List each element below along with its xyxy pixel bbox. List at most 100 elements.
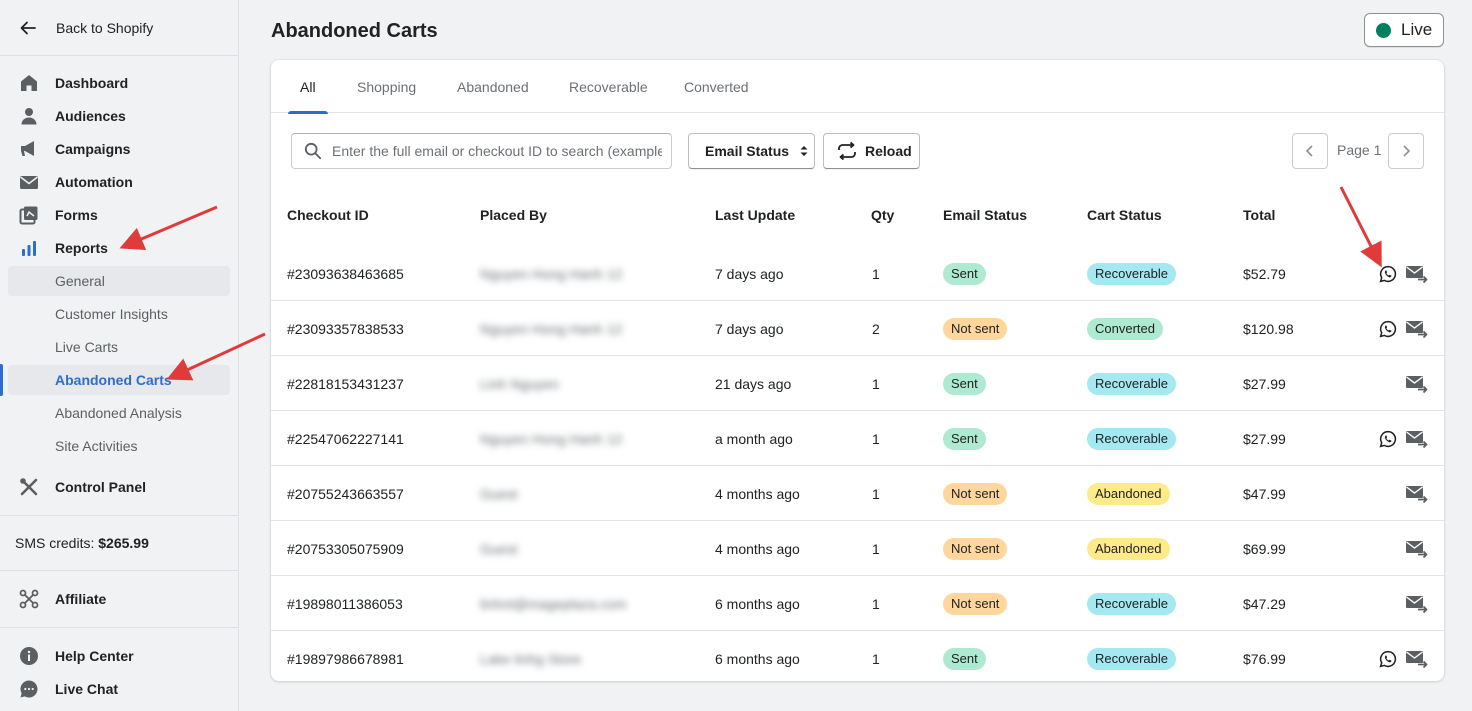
table-row[interactable]: #23093638463685 Nguyen Hong Hanh 12 7 days… xyxy=(271,246,1444,301)
send-email-icon[interactable] xyxy=(1404,411,1430,466)
send-email-icon[interactable] xyxy=(1404,521,1430,576)
sidebar-item-affiliate[interactable]: Affiliate xyxy=(0,584,238,614)
sidebar-item-label: Automation xyxy=(55,174,133,190)
sidebar-subitem-live-carts[interactable]: Live Carts xyxy=(55,339,119,355)
cart-status-badge: Recoverable xyxy=(1087,262,1176,285)
sidebar-subitem-abandoned-carts[interactable]: Abandoned Carts xyxy=(8,365,230,395)
sidebar-subitem-customer-insights[interactable]: Customer Insights xyxy=(55,306,168,322)
email-status-badge: Sent xyxy=(943,647,986,670)
sidebar-item-label: Live Chat xyxy=(55,681,119,697)
whatsapp-icon[interactable] xyxy=(1375,411,1401,466)
search-box xyxy=(291,133,672,169)
sidebar-item-dashboard[interactable]: Dashboard xyxy=(0,68,238,98)
placed-by: Lake linhg Store xyxy=(480,631,581,681)
cart-status-badge: Recoverable xyxy=(1087,427,1176,450)
cart-status-cell: Recoverable xyxy=(1087,411,1176,466)
quantity: 1 xyxy=(872,265,880,282)
previous-page-button[interactable] xyxy=(1292,133,1328,169)
send-email-icon[interactable] xyxy=(1404,356,1430,411)
tab-shopping[interactable]: Shopping xyxy=(357,78,417,95)
quantity: 1 xyxy=(872,540,880,557)
sms-credits-label: SMS credits: xyxy=(15,535,95,551)
search-icon xyxy=(304,142,322,160)
cart-total: $69.99 xyxy=(1243,540,1286,557)
sidebar-subitem-abandoned-analysis[interactable]: Abandoned Analysis xyxy=(55,405,182,421)
tab-all[interactable]: All xyxy=(288,60,327,114)
sidebar-item-automation[interactable]: Automation xyxy=(0,167,238,197)
envelope-icon xyxy=(18,171,40,193)
quantity: 1 xyxy=(872,485,880,502)
table-row[interactable]: #20753305075909 Guest 4 months ago 1 Not sen… xyxy=(271,521,1444,576)
search-input[interactable] xyxy=(332,143,662,159)
cart-status-badge: Recoverable xyxy=(1087,592,1176,615)
send-email-icon[interactable] xyxy=(1404,246,1430,301)
tab-converted[interactable]: Converted xyxy=(684,78,749,95)
table-row[interactable]: #22818153431237 Linh Nguyen 21 days ago 1 Se… xyxy=(271,356,1444,411)
table-row[interactable]: #19898011386053 linhnt@mageplaza.com 6 mon… xyxy=(271,576,1444,631)
placed-by: Linh Nguyen xyxy=(480,356,559,411)
divider xyxy=(0,627,238,628)
cart-total: $47.29 xyxy=(1243,595,1286,612)
tab-recoverable[interactable]: Recoverable xyxy=(569,78,648,95)
chevron-left-icon xyxy=(1305,145,1313,157)
email-status-badge: Not sent xyxy=(943,592,1008,615)
send-email-icon[interactable] xyxy=(1404,466,1430,521)
sidebar-item-reports[interactable]: Reports xyxy=(0,233,238,263)
last-update: 7 days ago xyxy=(715,320,784,337)
email-status-cell: Not sent xyxy=(943,521,1008,576)
page-title: Abandoned Carts xyxy=(271,20,438,42)
email-status-badge: Sent xyxy=(943,262,986,285)
whatsapp-icon[interactable] xyxy=(1375,246,1401,301)
bar-chart-icon xyxy=(18,237,40,259)
placed-by-name: Guest xyxy=(480,485,518,502)
cart-total: $52.79 xyxy=(1243,265,1286,282)
next-page-button[interactable] xyxy=(1388,133,1424,169)
cart-status-cell: Recoverable xyxy=(1087,576,1176,631)
send-email-icon[interactable] xyxy=(1404,576,1430,631)
checkout-id[interactable]: #23093638463685 xyxy=(287,265,404,282)
placed-by-name: Guest xyxy=(480,540,518,557)
placed-by-name: Nguyen Hong Hanh 12 xyxy=(480,265,623,282)
checkout-id[interactable]: #20755243663557 xyxy=(287,485,404,502)
column-header-placed-by: Placed By xyxy=(480,207,547,223)
reload-button[interactable]: Reload xyxy=(823,133,920,169)
last-update: 6 months ago xyxy=(715,595,800,612)
cart-total: $76.99 xyxy=(1243,650,1286,667)
table-row[interactable]: #19897986678981 Lake linhg Store 6 months … xyxy=(271,631,1444,681)
column-header-qty: Qty xyxy=(871,207,895,223)
last-update: 4 months ago xyxy=(715,540,800,557)
cart-status-cell: Recoverable xyxy=(1087,631,1176,681)
placed-by-name: linhnt@mageplaza.com xyxy=(480,595,627,612)
forms-icon xyxy=(18,204,40,226)
checkout-id[interactable]: #22547062227141 xyxy=(287,430,404,447)
sidebar-item-forms[interactable]: Forms xyxy=(0,200,238,230)
checkout-id[interactable]: #22818153431237 xyxy=(287,375,404,392)
send-email-icon[interactable] xyxy=(1404,631,1430,681)
whatsapp-icon[interactable] xyxy=(1375,631,1401,681)
live-status-button[interactable]: Live xyxy=(1364,13,1444,47)
table-row[interactable]: #20755243663557 Guest 4 months ago 1 Not sen… xyxy=(271,466,1444,521)
checkout-id[interactable]: #23093357838533 xyxy=(287,320,404,337)
send-email-icon[interactable] xyxy=(1404,301,1430,356)
email-status-dropdown[interactable]: Email Status xyxy=(688,133,815,169)
checkout-id[interactable]: #20753305075909 xyxy=(287,540,404,557)
sms-credits: SMS credits: $265.99 xyxy=(15,535,149,551)
sidebar-subitem-site-activities[interactable]: Site Activities xyxy=(55,438,138,454)
back-to-shopify-link[interactable]: Back to Shopify xyxy=(0,0,238,56)
tab-abandoned[interactable]: Abandoned xyxy=(457,78,529,95)
sidebar-item-campaigns[interactable]: Campaigns xyxy=(0,134,238,164)
sidebar-item-live-chat[interactable]: Live Chat xyxy=(0,674,238,704)
email-status-badge: Not sent xyxy=(943,482,1008,505)
checkout-id[interactable]: #19897986678981 xyxy=(287,650,404,667)
sidebar-item-control-panel[interactable]: Control Panel xyxy=(0,472,238,502)
sidebar-item-help-center[interactable]: Help Center xyxy=(0,641,238,671)
sidebar: Back to Shopify Dashboard Audiences Camp… xyxy=(0,0,239,711)
table-row[interactable]: #22547062227141 Nguyen Hong Hanh 12 a mont… xyxy=(271,411,1444,466)
cart-status-cell: Recoverable xyxy=(1087,356,1176,411)
sidebar-subitem-general[interactable]: General xyxy=(8,266,230,296)
sidebar-item-audiences[interactable]: Audiences xyxy=(0,101,238,131)
page-indicator: Page 1 xyxy=(1337,142,1382,158)
whatsapp-icon[interactable] xyxy=(1375,301,1401,356)
table-row[interactable]: #23093357838533 Nguyen Hong Hanh 12 7 days… xyxy=(271,301,1444,356)
checkout-id[interactable]: #19898011386053 xyxy=(287,595,403,612)
